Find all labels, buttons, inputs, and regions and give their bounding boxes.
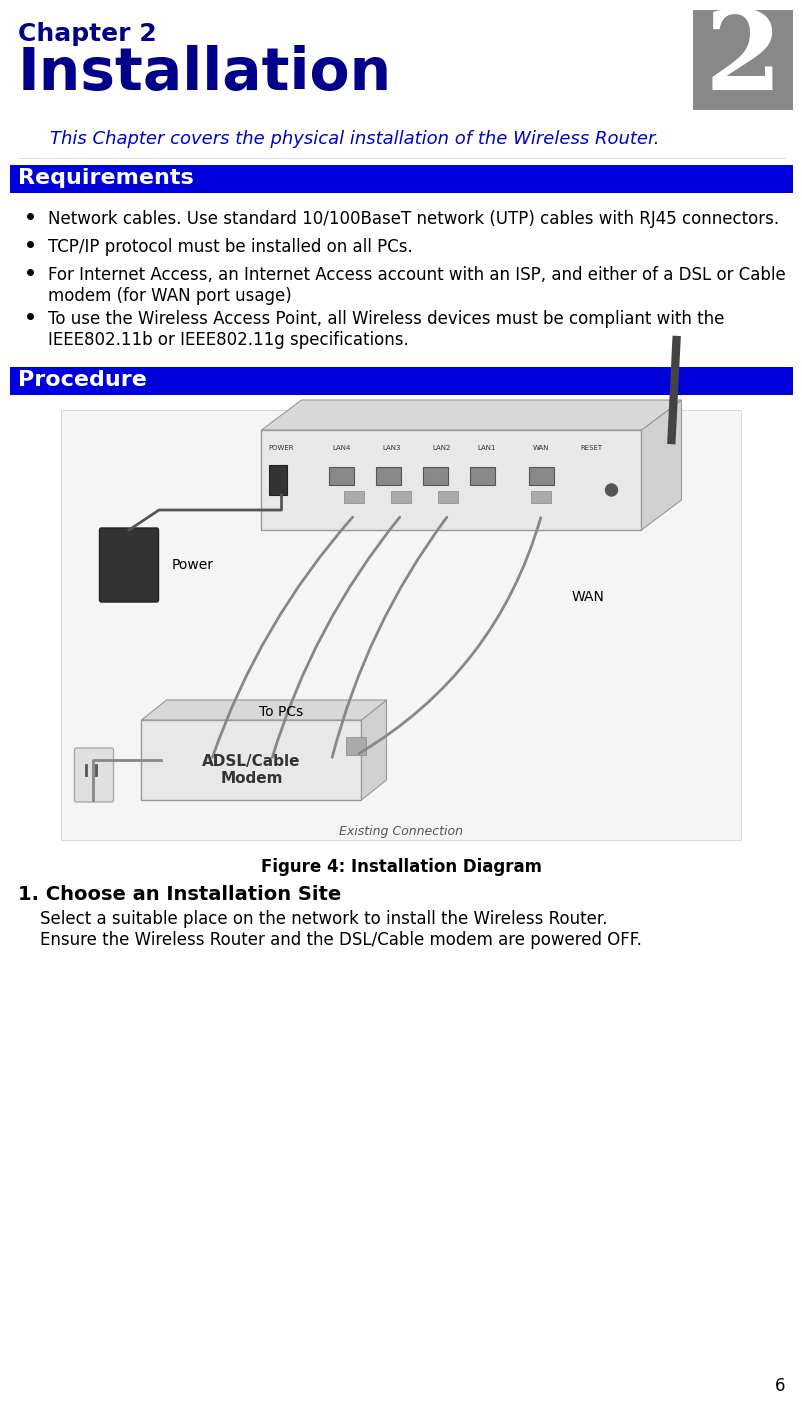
Text: LAN1: LAN1 xyxy=(476,445,495,450)
FancyBboxPatch shape xyxy=(423,467,448,484)
Text: RESET: RESET xyxy=(580,445,602,450)
Text: Requirements: Requirements xyxy=(18,168,193,188)
FancyBboxPatch shape xyxy=(391,491,411,503)
Text: Existing Connection: Existing Connection xyxy=(339,825,463,837)
Text: LAN4: LAN4 xyxy=(332,445,350,450)
Text: To use the Wireless Access Point, all Wireless devices must be compliant with th: To use the Wireless Access Point, all Wi… xyxy=(48,311,723,349)
Polygon shape xyxy=(141,700,386,720)
Text: Power: Power xyxy=(172,558,213,572)
Text: LAN2: LAN2 xyxy=(431,445,450,450)
FancyBboxPatch shape xyxy=(375,467,400,484)
Text: Installation: Installation xyxy=(18,45,391,102)
Text: Network cables. Use standard 10/100BaseT network (UTP) cables with RJ45 connecto: Network cables. Use standard 10/100BaseT… xyxy=(48,210,778,227)
Circle shape xyxy=(605,484,617,496)
Polygon shape xyxy=(261,400,681,431)
Polygon shape xyxy=(361,700,386,801)
Text: Chapter 2: Chapter 2 xyxy=(18,23,156,47)
Text: LAN3: LAN3 xyxy=(382,445,400,450)
Text: 1. Choose an Installation Site: 1. Choose an Installation Site xyxy=(18,885,341,904)
Text: 2: 2 xyxy=(703,7,780,113)
FancyBboxPatch shape xyxy=(10,165,792,193)
FancyBboxPatch shape xyxy=(529,467,553,484)
FancyBboxPatch shape xyxy=(141,720,361,801)
Polygon shape xyxy=(641,400,681,530)
FancyBboxPatch shape xyxy=(438,491,458,503)
Text: Select a suitable place on the network to install the Wireless Router.
Ensure th: Select a suitable place on the network t… xyxy=(40,909,641,949)
Text: This Chapter covers the physical installation of the Wireless Router.: This Chapter covers the physical install… xyxy=(50,130,658,148)
Text: ADSL/Cable
Modem: ADSL/Cable Modem xyxy=(202,754,301,786)
FancyBboxPatch shape xyxy=(75,748,113,802)
FancyBboxPatch shape xyxy=(344,491,364,503)
FancyBboxPatch shape xyxy=(261,431,641,530)
Text: Figure 4: Installation Diagram: Figure 4: Installation Diagram xyxy=(261,858,541,875)
Text: For Internet Access, an Internet Access account with an ISP, and either of a DSL: For Internet Access, an Internet Access … xyxy=(48,265,785,305)
Text: To PCs: To PCs xyxy=(259,705,303,719)
Text: WAN: WAN xyxy=(533,445,549,450)
FancyBboxPatch shape xyxy=(10,367,792,395)
FancyBboxPatch shape xyxy=(269,465,287,496)
Text: Procedure: Procedure xyxy=(18,370,147,390)
FancyBboxPatch shape xyxy=(531,491,551,503)
FancyBboxPatch shape xyxy=(469,467,494,484)
FancyBboxPatch shape xyxy=(346,737,366,755)
Text: WAN: WAN xyxy=(571,590,604,604)
Text: POWER: POWER xyxy=(269,445,294,450)
FancyBboxPatch shape xyxy=(329,467,354,484)
Text: 6: 6 xyxy=(774,1377,784,1395)
FancyBboxPatch shape xyxy=(62,409,740,840)
FancyBboxPatch shape xyxy=(99,528,158,602)
Text: TCP/IP protocol must be installed on all PCs.: TCP/IP protocol must be installed on all… xyxy=(48,239,412,256)
FancyBboxPatch shape xyxy=(692,10,792,110)
